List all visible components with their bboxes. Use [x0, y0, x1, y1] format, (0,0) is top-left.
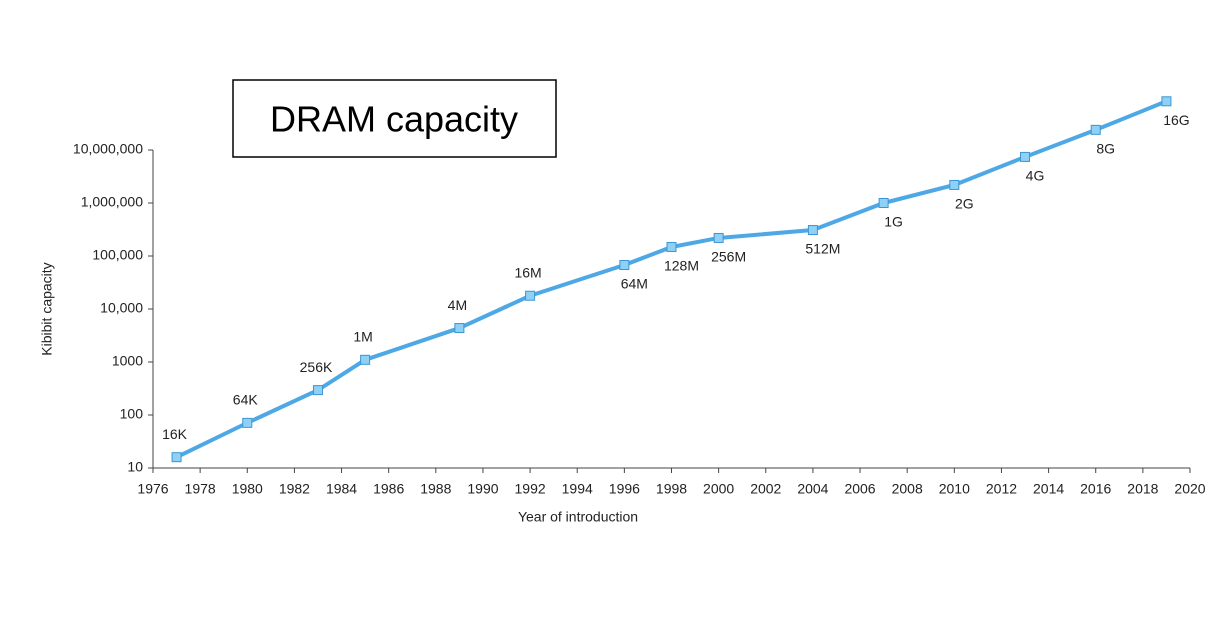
y-tick-label: 10,000,000	[73, 141, 143, 157]
data-point	[312, 385, 323, 396]
title-box	[232, 79, 557, 158]
x-tick-label: 2014	[1033, 481, 1064, 497]
y-tick-label: 1000	[112, 353, 143, 369]
data-point	[619, 260, 630, 271]
data-label: 16G	[1163, 112, 1189, 128]
data-point	[242, 417, 253, 428]
data-label: 256K	[300, 359, 333, 375]
x-tick-label: 1976	[137, 481, 168, 497]
data-label: 1M	[353, 329, 372, 345]
chart-title: DRAM capacity	[270, 99, 518, 140]
y-tick-label: 1,000,000	[81, 194, 143, 210]
data-point	[1090, 124, 1101, 135]
x-tick-label: 1996	[609, 481, 640, 497]
y-tick-label: 100	[120, 406, 144, 422]
x-tick-label: 2012	[986, 481, 1017, 497]
data-point	[807, 225, 818, 236]
data-point	[360, 354, 371, 365]
data-label: 16M	[514, 264, 541, 280]
x-tick-label: 2018	[1127, 481, 1158, 497]
x-tick-label: 2020	[1174, 481, 1205, 497]
x-tick-label: 1978	[185, 481, 216, 497]
y-tick-label: 100,000	[92, 247, 143, 263]
y-tick-label: 10	[127, 459, 143, 475]
x-tick-label: 2004	[797, 481, 828, 497]
data-point	[666, 241, 677, 252]
data-point	[454, 323, 465, 334]
x-tick-label: 2008	[892, 481, 923, 497]
data-point	[171, 452, 182, 463]
x-tick-label: 1990	[467, 481, 498, 497]
x-axis-label: Year of introduction	[518, 509, 638, 525]
data-label: 128M	[664, 258, 699, 274]
x-tick-label: 2010	[939, 481, 970, 497]
data-point	[1161, 96, 1172, 107]
data-label: 64M	[621, 276, 648, 292]
data-point	[949, 179, 960, 190]
x-tick-label: 1988	[420, 481, 451, 497]
x-tick-label: 1982	[279, 481, 310, 497]
y-tick-label: 10,000	[100, 300, 143, 316]
data-label: 2G	[955, 196, 974, 212]
x-tick-label: 1986	[373, 481, 404, 497]
data-point	[713, 232, 724, 243]
y-axis-label: Kibibit capacity	[39, 262, 55, 355]
data-point	[525, 290, 536, 301]
x-tick-label: 2016	[1080, 481, 1111, 497]
data-label: 4G	[1026, 168, 1045, 184]
x-tick-label: 2006	[844, 481, 875, 497]
data-label: 256M	[711, 249, 746, 265]
data-point	[1020, 151, 1031, 162]
x-tick-label: 1998	[656, 481, 687, 497]
data-label: 4M	[448, 297, 467, 313]
data-label: 1G	[884, 214, 903, 230]
x-tick-label: 2002	[750, 481, 781, 497]
x-tick-label: 2000	[703, 481, 734, 497]
x-tick-label: 1994	[562, 481, 593, 497]
x-tick-label: 1980	[232, 481, 263, 497]
data-point	[878, 198, 889, 208]
data-label: 64K	[233, 392, 259, 408]
x-tick-label: 1984	[326, 481, 357, 497]
x-tick-label: 1992	[515, 481, 546, 497]
data-label: 16K	[162, 426, 188, 442]
data-label: 8G	[1096, 141, 1115, 157]
data-label: 512M	[805, 241, 840, 257]
